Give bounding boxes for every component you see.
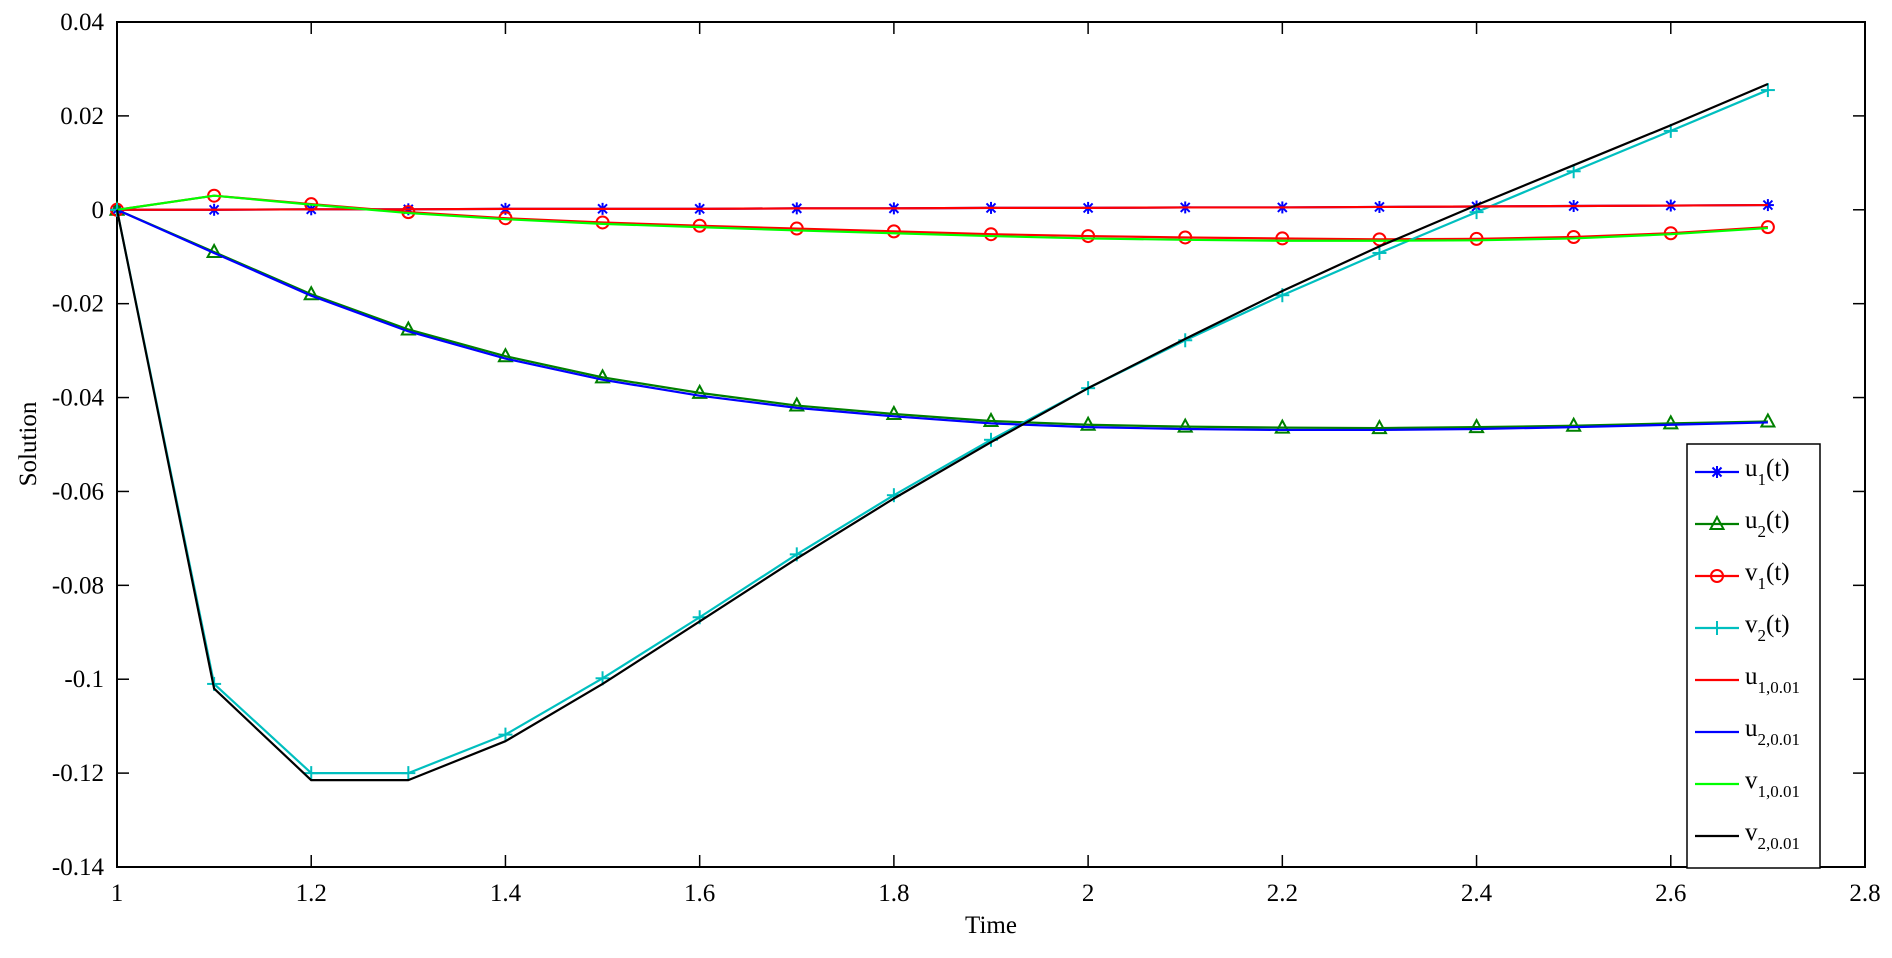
x-tick-label: 2.4: [1461, 880, 1493, 907]
y-tick-label: -0.14: [52, 854, 105, 881]
data-point-v-2-t: [498, 727, 513, 742]
x-tick-label: 2: [1082, 880, 1095, 907]
data-point-v-1-t: [1178, 230, 1193, 245]
data-point-u-2-t: [1565, 416, 1582, 432]
legend-label: v1,0.01: [1745, 767, 1800, 801]
legend-entry: v2,0.01: [1695, 819, 1800, 853]
data-point-v-1-t: [1469, 231, 1484, 246]
y-tick-label: -0.08: [52, 572, 104, 599]
legend-entry: v1(t): [1695, 559, 1790, 593]
legend-label: u2(t): [1745, 507, 1790, 541]
series-line-u-1-0-01: [117, 203, 1768, 211]
y-tick-label: 0: [92, 197, 105, 224]
data-point-u-2-t: [885, 404, 903, 420]
data-point-v-1-t: [1275, 231, 1290, 246]
data-point-u-2-t: [788, 396, 805, 412]
legend-entry: v2(t): [1695, 611, 1790, 645]
legend-entry: u2,0.01: [1695, 715, 1800, 749]
data-point-v-1-t: [595, 215, 610, 230]
series-line-u-2-0-01: [116, 208, 1768, 432]
series-line-v-1-0-01: [116, 194, 1768, 242]
series-u-1-0-01: [117, 203, 1768, 211]
data-point-u-2-t: [497, 347, 514, 363]
legend-label: v1(t): [1745, 559, 1790, 593]
legend-label: u1(t): [1745, 455, 1790, 489]
legend: u1(t) u2(t) v1(t) v2(t) u1,0.01 u2,0.01 v1,0.0…: [1686, 443, 1821, 869]
data-point-v-1-t: [886, 224, 901, 239]
data-point-u-2-t: [1371, 418, 1388, 435]
y-tick-label: -0.04: [52, 385, 105, 412]
axis-ticks: 1 1.2 1.4 1.6 1.8 2 2.2 2.4 2.6 2.8 0.04 0.02 0 -0.02…: [52, 9, 1881, 907]
x-tick-label: 1.2: [296, 880, 327, 907]
series-line-u-2-t: [116, 208, 1768, 430]
data-point-v-1-t: [1081, 229, 1096, 244]
legend-label: u2,0.01: [1745, 715, 1800, 749]
legend-entry: v1,0.01: [1695, 767, 1800, 801]
x-tick-label: 1.4: [490, 880, 522, 907]
data-point-u-2-t: [1759, 412, 1777, 428]
y-tick-label: -0.1: [64, 666, 104, 693]
x-tick-label: 2.2: [1267, 880, 1298, 907]
data-point-v-1-t: [1760, 220, 1775, 235]
legend-label: u1,0.01: [1745, 663, 1800, 697]
data-point-u-2-t: [1177, 417, 1194, 433]
y-tick-label: -0.02: [52, 291, 104, 318]
x-tick-label: 1.8: [878, 880, 909, 907]
legend-entry: u1(t): [1695, 455, 1790, 489]
data-point-v-1-t: [984, 227, 998, 242]
legend-label: v2(t): [1745, 611, 1790, 645]
legend-box: [1686, 443, 1821, 869]
data-point-u-2-t: [982, 411, 1000, 428]
data-point-v-1-t: [1566, 230, 1581, 245]
series-u-2-0-01: [116, 208, 1768, 432]
data-point-v-1-t: [789, 221, 804, 236]
data-point-u-2-t: [691, 383, 708, 399]
legend-label: v2,0.01: [1745, 819, 1800, 853]
data-point-v-2-t: [1372, 245, 1387, 260]
data-point-v-2-t: [401, 766, 416, 781]
data-point-u-2-t: [1468, 418, 1485, 434]
data-point-v-1-t: [692, 218, 707, 233]
y-tick-label: 0.02: [60, 103, 104, 130]
data-point-u-2-t: [1274, 418, 1291, 434]
series-line-v-2-0-01: [115, 82, 1769, 782]
x-tick-label: 1.6: [684, 880, 715, 907]
y-axis-label: Solution: [15, 401, 42, 486]
data-point-u-2-t: [1662, 414, 1679, 430]
series-layer: [108, 82, 1777, 782]
x-tick-label: 2.6: [1655, 880, 1686, 907]
data-point-v-2-t: [304, 766, 319, 781]
legend-entry: u1,0.01: [1695, 663, 1800, 697]
data-point-u-2-t: [594, 368, 611, 384]
data-point-v-2-t: [1566, 164, 1581, 179]
series-v-1-0-01: [116, 194, 1768, 242]
data-point-v-2-t: [1760, 83, 1775, 98]
series-v-2-0-01: [115, 82, 1769, 782]
x-axis-label: Time: [965, 912, 1017, 939]
y-tick-label: 0.04: [60, 9, 104, 36]
x-tick-label: 1: [111, 880, 124, 907]
y-tick-label: -0.06: [52, 478, 104, 505]
y-tick-label: -0.12: [52, 760, 104, 787]
data-point-u-2-t: [1079, 415, 1097, 431]
x-tick-label: 2.8: [1849, 880, 1880, 907]
legend-entry: u2(t): [1695, 507, 1790, 541]
data-point-u-2-t: [400, 320, 417, 336]
